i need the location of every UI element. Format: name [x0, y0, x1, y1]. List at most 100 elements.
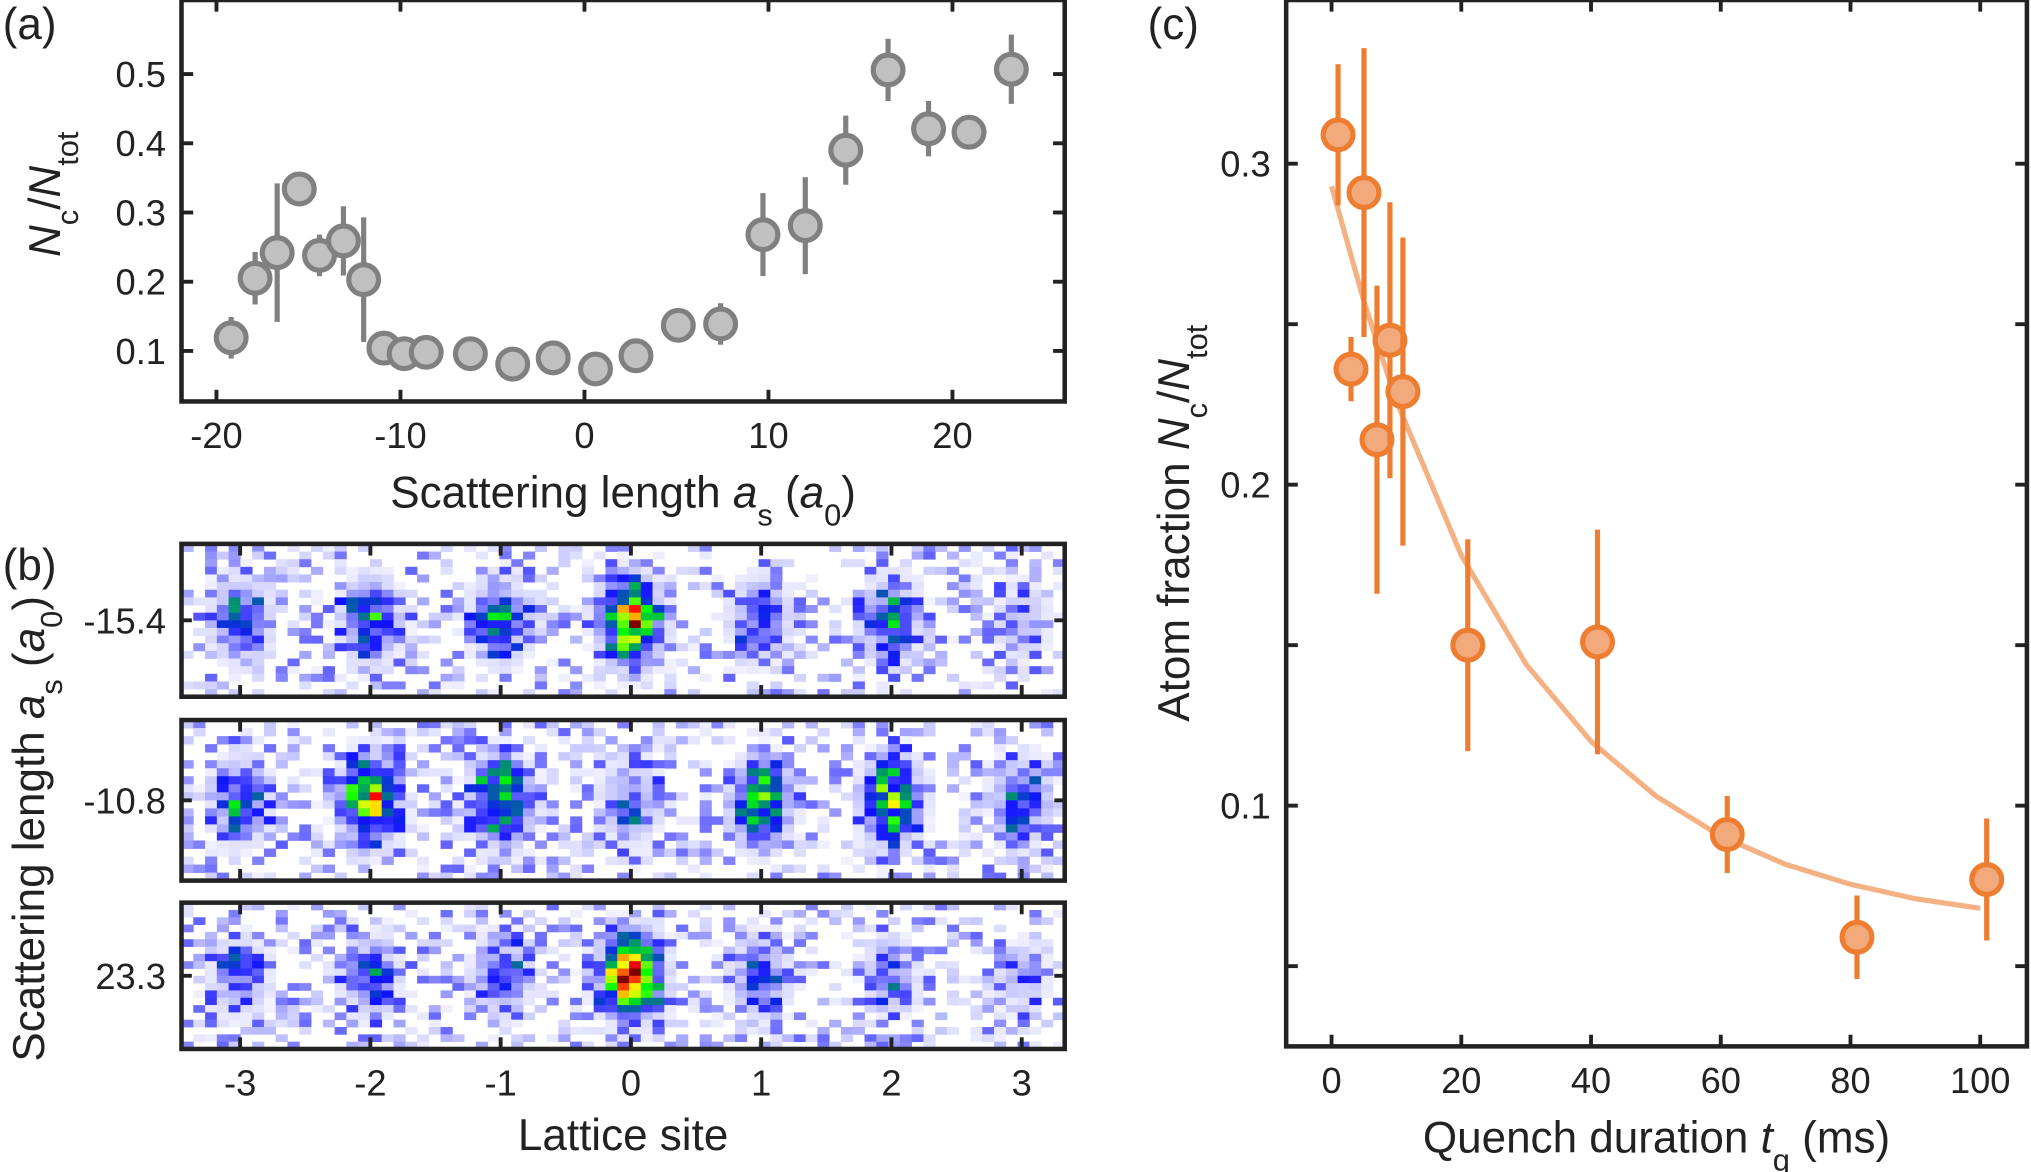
- heatmap-pixel: [1029, 605, 1042, 614]
- heatmap-pixel: [758, 635, 771, 644]
- heatmap-pixel: [417, 760, 430, 769]
- heatmap-pixel: [652, 736, 665, 745]
- row-label: 23.3: [95, 956, 166, 997]
- heatmap-pixel: [899, 840, 913, 849]
- heatmap-pixel: [358, 1012, 371, 1021]
- marker: [281, 171, 317, 207]
- marker: [870, 52, 906, 88]
- heatmap-pixel: [570, 776, 583, 785]
- heatmap-pixel: [758, 953, 771, 962]
- heatmap-pixel: [899, 597, 913, 606]
- heatmap-pixel: [193, 784, 206, 793]
- data-point: [993, 34, 1029, 104]
- heatmap-pixel: [935, 566, 948, 575]
- heatmap-pixel: [181, 808, 194, 817]
- heatmap-pixel: [581, 597, 595, 606]
- label-part: Scattering length: [390, 469, 733, 518]
- heatmap-pixel: [252, 650, 265, 659]
- heatmap-pixel: [711, 589, 724, 598]
- heatmap-pixel: [946, 924, 960, 933]
- heatmap-pixel: [440, 800, 453, 809]
- heatmap-pixel: [228, 990, 241, 999]
- heatmap-pixel: [581, 736, 595, 745]
- heatmap-pixel: [263, 792, 277, 801]
- heatmap-pixel: [299, 673, 312, 682]
- heatmap-pixel: [369, 917, 383, 925]
- heatmap-pixel: [581, 612, 595, 621]
- heatmap-pixel: [605, 931, 618, 940]
- heatmap-pixel: [1052, 909, 1066, 918]
- heatmap-pixel: [935, 840, 948, 849]
- heatmap-pixel: [652, 574, 665, 583]
- heatmap-pixel: [640, 800, 653, 809]
- heatmap-pixel: [440, 909, 453, 918]
- heatmap-pixel: [523, 784, 536, 793]
- heatmap-pixel: [417, 650, 430, 659]
- heatmap-pixel: [523, 856, 536, 865]
- heatmap-pixel: [994, 856, 1007, 865]
- heatmap-pixel: [405, 627, 418, 636]
- heatmap-pixel: [275, 605, 288, 614]
- heatmap-pixel: [181, 840, 194, 849]
- heatmap-pixel: [358, 566, 371, 575]
- heatmap-pixel: [263, 776, 277, 785]
- heatmap-pixel: [935, 650, 948, 659]
- heatmap-pixel: [428, 808, 441, 817]
- heatmap-pixel: [322, 784, 335, 793]
- heatmap-pixel: [782, 559, 795, 568]
- heatmap-pixel: [899, 800, 913, 809]
- heatmap-pixel: [393, 612, 406, 621]
- marker: [1969, 861, 2005, 897]
- heatmap-pixel: [205, 792, 218, 801]
- heatmap-pixel: [758, 666, 771, 675]
- heatmap-pixel: [734, 946, 748, 955]
- heatmap-pixel: [829, 983, 842, 991]
- heatmap-pixel: [640, 635, 653, 644]
- heatmap-pixel: [687, 997, 701, 1006]
- heatmap-pixel: [817, 673, 830, 682]
- heatmap-pixel: [723, 953, 736, 962]
- heatmap-pixel: [876, 612, 889, 621]
- heatmap-pixel: [240, 961, 253, 969]
- heatmap-pixel: [640, 848, 653, 857]
- axes-c: [1283, 0, 2030, 1049]
- heatmap-pixel: [746, 946, 759, 955]
- heatmap-pixel: [1017, 658, 1030, 667]
- heatmap-pixel: [369, 983, 383, 991]
- heatmap-pixel: [888, 574, 901, 583]
- heatmap-pixel: [499, 808, 512, 817]
- heatmap-pixel: [511, 627, 524, 636]
- heatmap-pixel: [358, 946, 371, 955]
- heatmap-pixel: [1017, 589, 1030, 598]
- heatmap-pixel: [770, 627, 783, 636]
- heatmap-pixel: [734, 975, 748, 984]
- heatmap-pixel: [628, 658, 642, 667]
- heatmap-pixel: [1017, 605, 1030, 614]
- heatmap-pixel: [1017, 1005, 1030, 1013]
- heatmap-pixel: [782, 816, 795, 825]
- heatmap-pixel: [593, 574, 606, 583]
- heatmap-pixel: [346, 752, 359, 761]
- heatmap-pixel: [911, 990, 924, 999]
- heatmap-pixel: [428, 975, 441, 984]
- heatmap-pixel: [1017, 1012, 1030, 1021]
- heatmap-pixel: [593, 1012, 606, 1021]
- heatmap-pixel: [758, 589, 771, 598]
- heatmap-pixel: [322, 816, 335, 825]
- heatmap-pixel: [852, 1019, 865, 1028]
- heatmap-pixel: [840, 1027, 854, 1035]
- heatmap-pixel: [805, 832, 818, 841]
- heatmap-pixel: [652, 917, 665, 925]
- heatmap-pixel: [499, 800, 512, 809]
- heatmap-pixel: [640, 736, 653, 745]
- heatmap-pixel: [181, 902, 194, 911]
- heatmap-pixel: [322, 1005, 335, 1013]
- heatmap-pixel: [840, 597, 854, 606]
- heatmap-pixel: [664, 658, 677, 667]
- marker: [325, 223, 361, 259]
- heatmap-pixel: [617, 582, 630, 591]
- heatmap-pixel: [381, 612, 394, 621]
- heatmap-pixel: [499, 658, 512, 667]
- y-axis-label-c: Atom fraction Nc/Ntot: [1150, 324, 1214, 721]
- heatmap-pixel: [888, 968, 901, 977]
